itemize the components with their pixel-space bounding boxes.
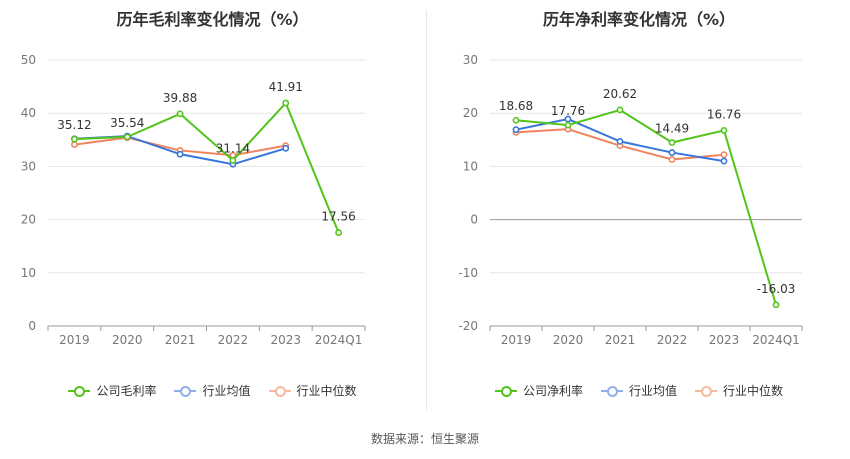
y-tick-label: 20 (463, 106, 478, 120)
legend-label: 行业均值 (202, 384, 251, 398)
legend-line-marker-icon (174, 385, 197, 397)
data-point (668, 156, 676, 163)
data-point (616, 137, 624, 145)
legend-item-company[interactable]: 公司净利率 (494, 382, 583, 399)
y-tick-label: 30 (463, 53, 478, 67)
legend-item-company[interactable]: 公司毛利率 (68, 382, 156, 399)
legend-item-industry-median[interactable]: 行业中位数 (268, 382, 357, 399)
legend-item-industry-median[interactable]: 行业中位数 (695, 382, 783, 399)
legend-label: 行业中位数 (723, 384, 784, 398)
legend-item-industry-avg[interactable]: 行业均值 (600, 382, 677, 399)
chart-title: 历年毛利率变化情况（%） (116, 10, 309, 29)
legend-item-industry-avg[interactable]: 行业均值 (174, 382, 251, 399)
data-point (564, 115, 572, 123)
data-point (512, 126, 520, 134)
data-label: 16.76 (707, 107, 741, 121)
net-margin-chart-panel: 历年净利率变化情况（%） -20 -10 0 10 20 30 2019 2020 2021 20… (428, 0, 850, 420)
data-label: 35.54 (110, 116, 144, 130)
data-point (772, 301, 780, 309)
x-tick-label: 2023 (270, 333, 301, 347)
y-tick-label: 10 (21, 266, 36, 280)
x-tick-label: 2024Q1 (752, 333, 800, 347)
data-point (176, 110, 184, 118)
panel-divider (426, 10, 427, 410)
legend-line-marker-icon (494, 385, 517, 397)
data-point (564, 121, 572, 129)
data-point (176, 150, 184, 158)
y-tick-label: 20 (21, 213, 36, 227)
legend-line-marker-icon (600, 385, 623, 397)
data-point (71, 141, 78, 148)
x-tick-label: 2023 (709, 333, 740, 347)
gross-margin-chart-panel: 历年毛利率变化情况（%） 0 10 20 30 40 50 2019 2020 2021 2022… (0, 0, 425, 420)
y-tick-label: 50 (21, 53, 36, 67)
data-point (282, 144, 290, 152)
data-label: 31.14 (216, 141, 250, 155)
x-tick-label: 2021 (165, 333, 196, 347)
gross-margin-chart: 0 10 20 30 40 50 2019 2020 2021 2022 2023 2024Q1 35.… (21, 53, 366, 347)
data-label: 41.91 (269, 80, 303, 94)
x-tick-label: 2020 (553, 333, 584, 347)
y-tick-label: 30 (21, 159, 36, 173)
data-point (720, 151, 728, 159)
legend-line-marker-icon (68, 385, 91, 397)
data-point (71, 135, 78, 143)
data-point (616, 106, 624, 114)
data-label: 18.68 (499, 99, 533, 113)
y-tick-label: 10 (463, 159, 478, 173)
y-tick-label: -10 (458, 266, 478, 280)
data-label: 14.49 (655, 122, 689, 136)
legend-label: 行业中位数 (296, 384, 357, 398)
x-tick-label: 2024Q1 (315, 333, 363, 347)
x-tick-label: 2022 (657, 333, 688, 347)
legend-label: 公司毛利率 (96, 384, 157, 398)
legend-label: 行业均值 (628, 384, 677, 398)
x-tick-label: 2021 (605, 333, 636, 347)
y-tick-label: 40 (21, 106, 36, 120)
x-tick-label: 2020 (112, 333, 143, 347)
series-line-0 (74, 101, 340, 233)
data-label: 20.62 (603, 87, 637, 101)
data-point (720, 127, 728, 134)
data-label: 35.12 (57, 118, 91, 132)
data-point (229, 156, 237, 164)
data-point (720, 157, 728, 165)
legend-line-marker-icon (695, 385, 717, 397)
data-point (668, 149, 676, 156)
y-tick-label: -20 (458, 319, 478, 333)
series-line-0 (515, 108, 777, 306)
data-point (123, 133, 131, 141)
legend-label: 公司净利率 (522, 384, 583, 398)
data-point (335, 229, 342, 236)
data-label: 17.56 (321, 210, 355, 224)
y-tick-label: 0 (470, 213, 478, 227)
legend-line-marker-icon (268, 385, 291, 397)
data-label: -16.03 (757, 282, 796, 296)
y-tick-label: 0 (28, 319, 36, 333)
legend: 公司净利率 行业均值 行业中位数 (428, 382, 850, 399)
legend: 公司毛利率 行业均值 行业中位数 (0, 382, 425, 399)
x-tick-label: 2022 (218, 333, 249, 347)
x-tick-label: 2019 (59, 333, 90, 347)
data-source-note: 数据来源：恒生聚源 (370, 432, 479, 446)
x-tick-label: 2019 (501, 333, 532, 347)
chart-title: 历年净利率变化情况（%） (542, 10, 736, 29)
net-margin-chart: -20 -10 0 10 20 30 2019 2020 2021 2022 2023 2024Q1 1… (458, 53, 803, 347)
data-point (282, 99, 290, 107)
data-point (668, 139, 676, 146)
data-point (512, 116, 520, 124)
data-label: 17.76 (551, 104, 585, 118)
data-label: 39.88 (163, 91, 197, 105)
